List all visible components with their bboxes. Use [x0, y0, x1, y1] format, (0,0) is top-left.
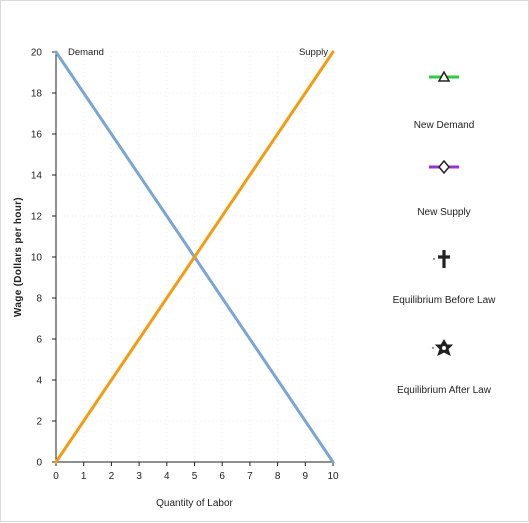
y-tick-label: 10 [31, 253, 43, 264]
series-labels: Demand Supply [68, 47, 328, 58]
marker-dot [431, 346, 435, 350]
legend-label: Equilibrium Before Law [393, 295, 497, 306]
y-axis-title: Wage (Dollars per hour) [13, 197, 24, 317]
x-tick-label: 2 [109, 471, 115, 482]
legend-label: New Supply [417, 207, 470, 218]
legend-item[interactable]: Equilibrium Before Law [393, 250, 497, 306]
y-tick-label: 2 [36, 417, 42, 428]
y-tick-label: 20 [31, 48, 43, 59]
series-line-supply[interactable] [54, 50, 335, 464]
legend[interactable]: New Demand New Supply Equilibrium Before L… [393, 70, 497, 396]
marker-center [442, 346, 446, 350]
marker-dot [432, 257, 436, 261]
y-tick-label: 6 [36, 335, 42, 346]
diamond-line-icon [438, 159, 450, 175]
y-tick-label: 16 [31, 130, 43, 141]
supply-curve-label: Supply [299, 47, 328, 58]
y-tick-label: 0 [36, 458, 42, 469]
x-tick-label: 5 [192, 471, 198, 482]
x-tick-label: 9 [303, 471, 309, 482]
x-tick-label: 1 [81, 471, 87, 482]
y-tick-label: 8 [36, 294, 42, 305]
legend-item[interactable]: New Supply [417, 159, 471, 218]
x-tick-label: 0 [53, 471, 59, 482]
x-tick-label: 3 [136, 471, 142, 482]
legend-label: New Demand [414, 120, 475, 131]
x-tick-label: 6 [219, 471, 225, 482]
legend-item[interactable]: Equilibrium After Law [397, 339, 492, 396]
x-tick-label: 7 [247, 471, 253, 482]
legend-label: Equilibrium After Law [397, 385, 492, 396]
y-tick-label: 12 [31, 212, 43, 223]
y-tick-label: 18 [31, 89, 43, 100]
y-tick-label: 14 [31, 171, 43, 182]
legend-item[interactable]: New Demand [414, 70, 475, 131]
y-tick-label: 4 [36, 376, 42, 387]
x-tick-label: 10 [327, 471, 339, 482]
dagger-cross-icon [438, 250, 450, 268]
x-tick-label: 8 [275, 471, 281, 482]
series-layer [54, 50, 335, 464]
demand-curve-label: Demand [68, 47, 104, 58]
triangle-line-icon [437, 70, 451, 82]
x-tick-label: 4 [164, 471, 170, 482]
x-axis-title: Quantity of Labor [156, 498, 233, 509]
